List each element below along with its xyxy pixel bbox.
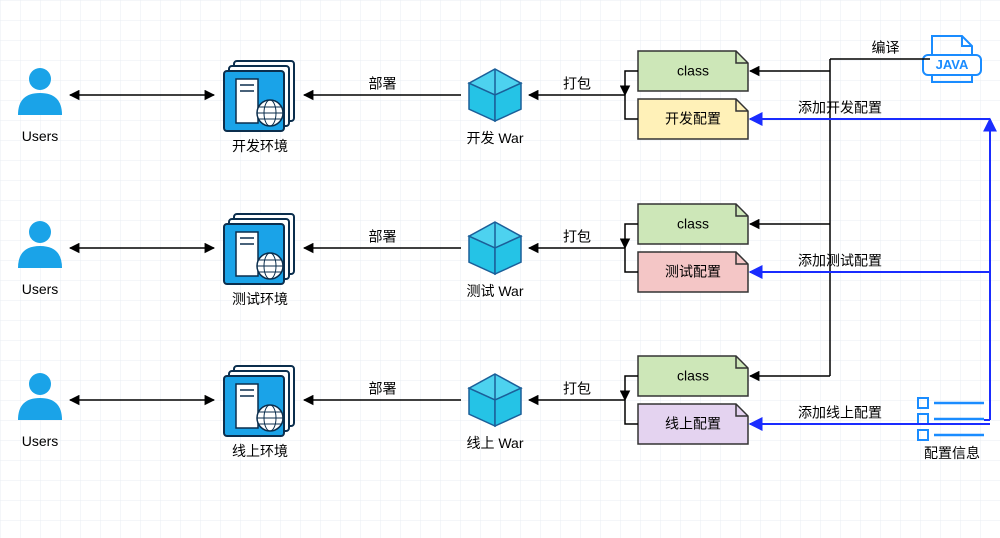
deploy-label: 部署 — [369, 381, 397, 397]
java-label: JAVA — [936, 57, 969, 72]
config-note-label: 开发配置 — [665, 111, 721, 127]
compile-label: 编译 — [872, 40, 900, 56]
config-note-label: 线上配置 — [665, 416, 721, 432]
config-note-label: 测试配置 — [665, 264, 721, 280]
config-note: 测试配置 — [638, 252, 748, 292]
war-label: 线上 War — [466, 435, 523, 451]
class-note-label: class — [677, 368, 709, 384]
add-config-label: 添加线上配置 — [798, 405, 882, 421]
environment-label: 线上环境 — [232, 443, 288, 459]
environment-icon — [224, 61, 294, 131]
environment-label: 测试环境 — [232, 291, 288, 307]
user-label: Users — [22, 128, 59, 144]
config-note: 线上配置 — [638, 404, 748, 444]
add-config-label: 添加测试配置 — [798, 253, 882, 269]
pack-label: 打包 — [563, 381, 591, 397]
environment-icon — [224, 214, 294, 284]
war-label: 开发 War — [466, 130, 523, 146]
class-note-label: class — [677, 216, 709, 232]
class-note: class — [638, 356, 748, 396]
pack-label: 打包 — [563, 229, 591, 245]
environment-label: 开发环境 — [232, 138, 288, 154]
user-label: Users — [22, 281, 59, 297]
deploy-label: 部署 — [369, 229, 397, 245]
deploy-label: 部署 — [369, 76, 397, 92]
class-note-label: class — [677, 63, 709, 79]
config-source-label: 配置信息 — [924, 445, 980, 461]
class-note: class — [638, 51, 748, 91]
environment-icon — [224, 366, 294, 436]
pack-label: 打包 — [563, 76, 591, 92]
diagram-canvas: Users开发环境部署开发 War打包class开发配置Users测试环境部署测… — [0, 0, 1000, 538]
war-label: 测试 War — [466, 283, 523, 299]
class-note: class — [638, 204, 748, 244]
user-label: Users — [22, 433, 59, 449]
config-note: 开发配置 — [638, 99, 748, 139]
add-config-label: 添加开发配置 — [798, 100, 882, 116]
